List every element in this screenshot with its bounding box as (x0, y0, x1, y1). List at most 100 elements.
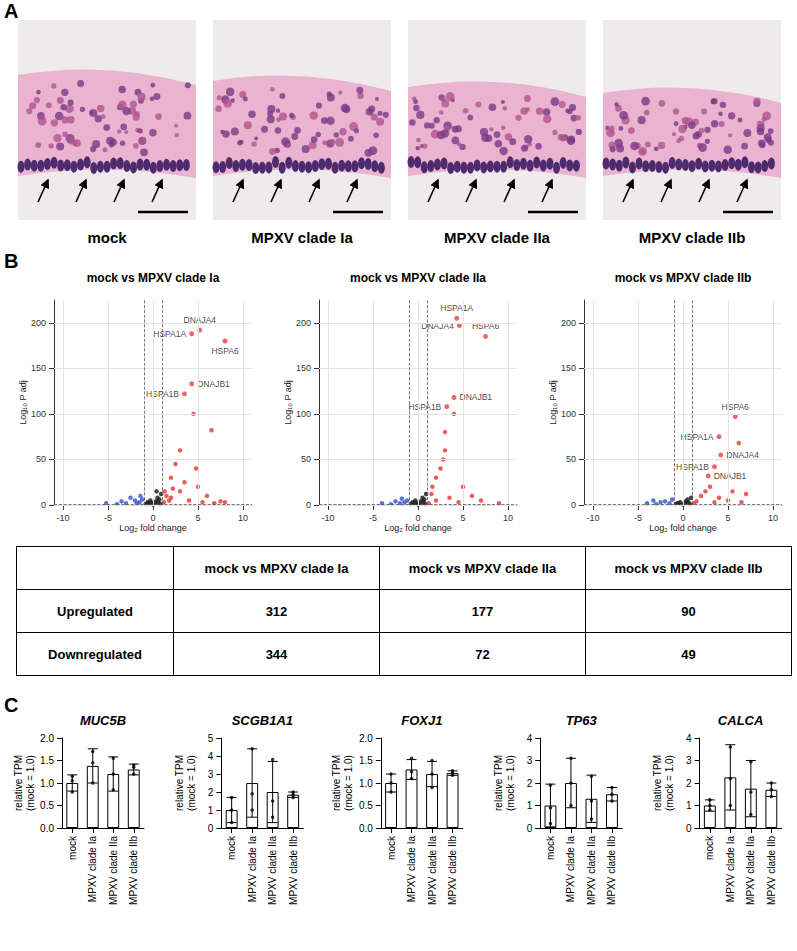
svg-text:2.0: 2.0 (359, 733, 373, 744)
svg-text:relative TPM: relative TPM (174, 755, 185, 811)
svg-text:-10: -10 (586, 513, 599, 523)
svg-text:5: 5 (725, 513, 730, 523)
svg-text:1.0: 1.0 (40, 778, 54, 789)
svg-text:150: 150 (561, 363, 576, 373)
svg-text:relative TPM: relative TPM (13, 755, 24, 811)
svg-text:DNAJB1: DNAJB1 (197, 379, 230, 389)
svg-text:MPXV clade IIb: MPXV clade IIb (766, 836, 777, 905)
svg-text:1.5: 1.5 (359, 755, 373, 766)
svg-text:(mock = 1.0): (mock = 1.0) (25, 755, 36, 811)
svg-text:HSPA6: HSPA6 (472, 321, 500, 331)
svg-text:HSPA1A: HSPA1A (681, 432, 714, 442)
svg-text:150: 150 (296, 363, 311, 373)
svg-text:relative TPM: relative TPM (493, 755, 504, 811)
svg-text:0: 0 (150, 513, 155, 523)
svg-text:10: 10 (768, 513, 778, 523)
svg-text:3: 3 (527, 755, 533, 766)
svg-text:3: 3 (686, 755, 692, 766)
svg-text:50: 50 (301, 454, 311, 464)
svg-text:50: 50 (36, 454, 46, 464)
svg-text:mock: mock (67, 835, 78, 860)
svg-text:mock: mock (226, 835, 237, 860)
svg-text:MPXV clade Ia: MPXV clade Ia (247, 836, 258, 903)
svg-text:HSPA6: HSPA6 (722, 402, 750, 412)
svg-text:5: 5 (460, 513, 465, 523)
svg-text:mock: mock (704, 835, 715, 860)
svg-text:MPXV clade IIa: MPXV clade IIa (586, 836, 597, 905)
svg-text:1: 1 (208, 805, 214, 816)
svg-text:10: 10 (503, 513, 513, 523)
svg-text:4: 4 (208, 751, 214, 762)
svg-text:Log₁₀ P adj: Log₁₀ P adj (18, 380, 28, 425)
svg-text:MPXV clade IIa: MPXV clade IIa (108, 836, 119, 905)
svg-text:1: 1 (527, 800, 533, 811)
svg-text:0: 0 (571, 500, 576, 510)
svg-text:200: 200 (296, 318, 311, 328)
svg-text:4: 4 (686, 733, 692, 744)
svg-text:mock vs MPXV clade Ia: mock vs MPXV clade Ia (87, 271, 220, 285)
svg-text:MPXV clade IIb: MPXV clade IIb (447, 836, 458, 905)
svg-text:-5: -5 (104, 513, 112, 523)
svg-text:CALCA: CALCA (718, 713, 764, 728)
svg-text:1.5: 1.5 (40, 755, 54, 766)
svg-text:100: 100 (561, 409, 576, 419)
svg-text:2: 2 (527, 778, 533, 789)
svg-text:SCGB1A1: SCGB1A1 (232, 713, 293, 728)
svg-text:MPXV clade IIb: MPXV clade IIb (606, 836, 617, 905)
svg-text:-5: -5 (634, 513, 642, 523)
svg-text:10: 10 (238, 513, 248, 523)
svg-text:DNAJA4: DNAJA4 (421, 321, 454, 331)
svg-text:mock: mock (545, 835, 556, 860)
svg-text:1.0: 1.0 (359, 778, 373, 789)
svg-text:0.5: 0.5 (40, 800, 54, 811)
svg-text:Log₁₀ P adj: Log₁₀ P adj (283, 380, 293, 425)
svg-text:-10: -10 (321, 513, 334, 523)
svg-text:DNAJB1: DNAJB1 (714, 471, 747, 481)
svg-text:2.0: 2.0 (40, 733, 54, 744)
svg-text:-5: -5 (369, 513, 377, 523)
svg-text:(mock = 1.0): (mock = 1.0) (186, 755, 197, 811)
svg-text:MPXV clade IIa: MPXV clade IIa (444, 229, 551, 246)
svg-text:0: 0 (306, 500, 311, 510)
svg-text:FOXJ1: FOXJ1 (401, 713, 442, 728)
svg-text:0: 0 (415, 513, 420, 523)
svg-text:relative TPM: relative TPM (652, 755, 663, 811)
svg-text:MPXV clade IIa: MPXV clade IIa (267, 836, 278, 905)
svg-text:HSPA1B: HSPA1B (408, 402, 441, 412)
svg-text:2: 2 (208, 787, 214, 798)
svg-text:5: 5 (208, 733, 214, 744)
svg-text:-10: -10 (56, 513, 69, 523)
svg-text:MPXV clade Ia: MPXV clade Ia (406, 836, 417, 903)
svg-text:DNAJB1: DNAJB1 (460, 392, 493, 402)
svg-text:MPXV clade Ia: MPXV clade Ia (87, 836, 98, 903)
svg-text:0: 0 (41, 500, 46, 510)
svg-text:DNAJA4: DNAJA4 (726, 450, 759, 460)
svg-text:0: 0 (686, 823, 692, 834)
svg-text:MPXV clade Ia: MPXV clade Ia (725, 836, 736, 903)
svg-text:100: 100 (296, 409, 311, 419)
svg-text:50: 50 (566, 454, 576, 464)
svg-text:Log₂ fold change: Log₂ fold change (119, 523, 187, 533)
svg-text:0: 0 (680, 513, 685, 523)
svg-text:HSPA6: HSPA6 (211, 346, 239, 356)
svg-text:2: 2 (686, 778, 692, 789)
svg-text:100: 100 (31, 409, 46, 419)
svg-text:MUC5B: MUC5B (80, 713, 126, 728)
svg-text:HSPA1A: HSPA1A (153, 329, 186, 339)
svg-text:mock: mock (386, 835, 397, 860)
svg-text:(mock = 1.0): (mock = 1.0) (505, 755, 516, 811)
svg-text:0.0: 0.0 (40, 823, 54, 834)
svg-text:0.0: 0.0 (359, 823, 373, 834)
svg-text:Log₂ fold change: Log₂ fold change (384, 523, 452, 533)
svg-text:MPXV clade Ia: MPXV clade Ia (251, 229, 353, 246)
svg-text:MPXV clade IIb: MPXV clade IIb (128, 836, 139, 905)
svg-text:(mock = 1.0): (mock = 1.0) (343, 755, 354, 811)
svg-text:Log₂ fold change: Log₂ fold change (649, 523, 717, 533)
svg-text:200: 200 (561, 318, 576, 328)
svg-text:0: 0 (208, 823, 214, 834)
svg-text:3: 3 (208, 769, 214, 780)
svg-text:mock vs MPXV clade IIa: mock vs MPXV clade IIa (350, 271, 486, 285)
svg-text:MPXV clade IIb: MPXV clade IIb (288, 836, 299, 905)
svg-text:MPXV clade Ia: MPXV clade Ia (565, 836, 576, 903)
svg-text:mock vs MPXV clade IIb: mock vs MPXV clade IIb (615, 271, 752, 285)
